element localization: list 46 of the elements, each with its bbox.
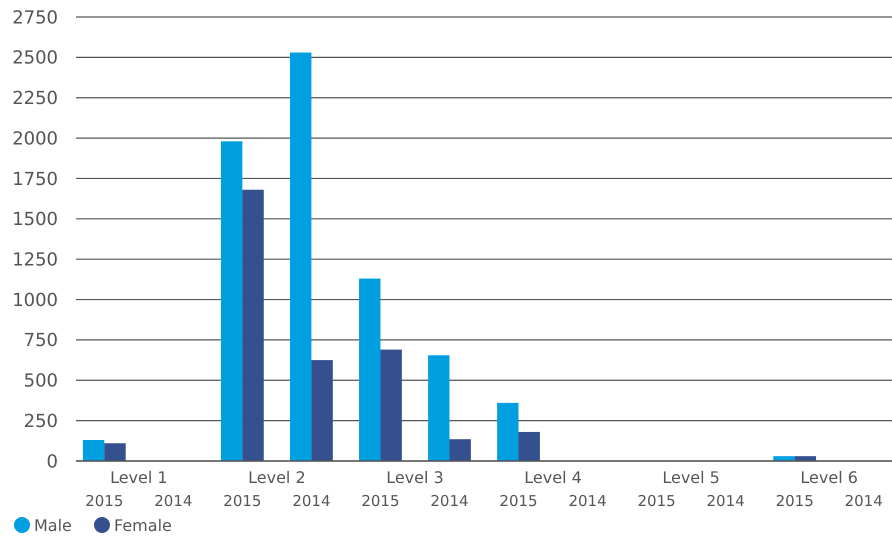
bar	[220, 141, 242, 461]
legend-label: Female	[114, 516, 172, 535]
x-tick-label: 2014	[154, 492, 192, 510]
x-tick-label: 2014	[844, 492, 883, 510]
y-tick-label: 1750	[12, 168, 58, 190]
text: Level 4	[524, 468, 582, 487]
bar	[290, 52, 312, 461]
bar	[794, 456, 816, 461]
text: Level 2	[248, 468, 306, 487]
y-tick-label: 2750	[12, 7, 58, 28]
y-tick-label: 0	[46, 451, 58, 472]
y-tick-label: 2500	[12, 48, 58, 69]
legend-label: Male	[34, 516, 72, 535]
x-tick-label: 2015	[85, 492, 124, 510]
bar	[428, 355, 450, 461]
x-tick-label: 2014	[568, 492, 607, 510]
bar	[497, 402, 519, 461]
bar	[380, 350, 402, 461]
bar	[104, 443, 126, 461]
y-tick-label: 2000	[12, 128, 58, 150]
y-tick-label: 2250	[12, 88, 58, 110]
y-tick-label: 1250	[12, 249, 58, 270]
bar	[359, 278, 380, 461]
y-tick-label: 250	[24, 410, 58, 432]
text: Level 1	[110, 468, 168, 487]
text: Level 6	[800, 468, 858, 487]
x-tick-label: 2015	[223, 492, 262, 510]
x-tick-label: 2015	[499, 492, 538, 510]
bar	[773, 456, 795, 461]
x-tick-label: 2015	[776, 492, 814, 510]
bar	[242, 190, 264, 461]
bar	[82, 440, 104, 461]
y-tick-label: 750	[24, 330, 58, 352]
x-tick-label: 2015	[637, 492, 676, 510]
bar	[518, 432, 540, 461]
bar	[449, 439, 471, 461]
x-tick-label: 2014	[430, 492, 469, 510]
y-tick-label: 500	[24, 370, 58, 392]
x-tick-label: 2015	[361, 492, 400, 510]
x-tick-label: 2014	[706, 492, 745, 510]
text: Level 5	[662, 468, 720, 487]
x-tick-label: 2014	[292, 492, 331, 510]
bar	[311, 360, 333, 461]
y-tick-label: 1000	[12, 290, 58, 311]
y-tick-label: 1500	[12, 209, 58, 230]
text: Level 3	[386, 468, 444, 487]
